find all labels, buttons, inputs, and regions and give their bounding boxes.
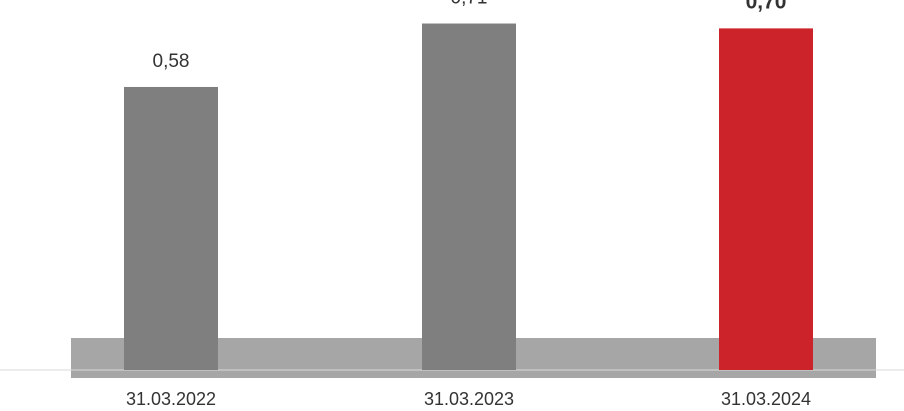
bar-31.03.2024 bbox=[719, 28, 813, 371]
category-labels-group: 31.03.2022 31.03.2023 31.03.2024 bbox=[126, 389, 811, 409]
value-label: 0,58 bbox=[153, 51, 190, 72]
x-tick-label: 31.03.2022 bbox=[126, 389, 216, 409]
bar-31.03.2023 bbox=[422, 23, 516, 371]
x-tick-label: 31.03.2024 bbox=[721, 389, 811, 409]
value-label: 0,71 bbox=[451, 0, 488, 9]
value-labels-group: 0,58 0,71 0,70 bbox=[153, 0, 787, 72]
value-label: 0,70 bbox=[746, 0, 787, 13]
bars-group bbox=[124, 23, 813, 371]
x-tick-label: 31.03.2023 bbox=[424, 389, 514, 409]
bar-31.03.2022 bbox=[124, 86, 218, 371]
